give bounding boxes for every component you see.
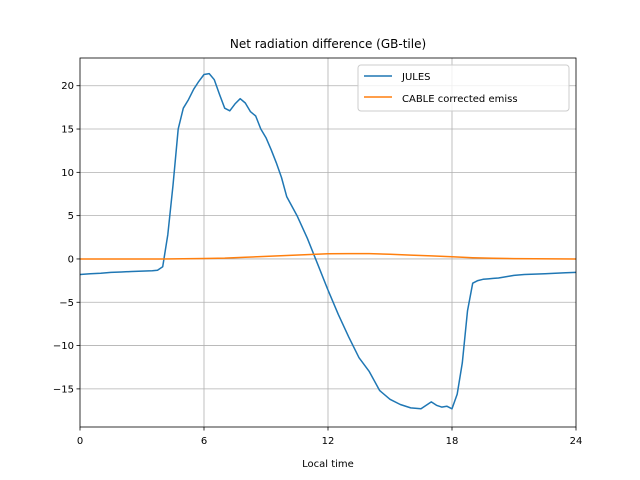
y-tick-label: 15	[61, 125, 74, 136]
series-line-cable-corrected-emiss	[80, 252, 577, 260]
legend-frame	[357, 64, 570, 112]
x-axis: 0 6 12 18 24	[77, 427, 583, 447]
series-layer	[79, 72, 577, 410]
legend-label-jules: JULES	[401, 72, 431, 83]
y-tick-label: 20	[61, 81, 74, 92]
y-tick-label: −10	[53, 341, 74, 352]
y-tick-label: 0	[68, 254, 74, 265]
x-tick-label: 24	[570, 436, 583, 447]
series-line-jules	[79, 72, 577, 410]
y-tick-label: −15	[53, 384, 74, 395]
legend: JULES CABLE corrected emiss	[357, 64, 570, 112]
x-tick-label: 0	[77, 436, 83, 447]
x-axis-label: Local time	[302, 459, 354, 470]
y-axis: −15 −10 −5 0 5 10 15 20	[53, 81, 80, 395]
y-tick-label: 5	[68, 211, 74, 222]
x-tick-label: 6	[201, 436, 207, 447]
y-tick-label: −5	[59, 298, 74, 309]
x-tick-label: 12	[322, 436, 335, 447]
legend-label-cable: CABLE corrected emiss	[402, 94, 518, 105]
x-tick-label: 18	[446, 436, 459, 447]
y-tick-label: 10	[61, 168, 74, 179]
chart-title: Net radiation difference (GB-tile)	[230, 37, 426, 51]
